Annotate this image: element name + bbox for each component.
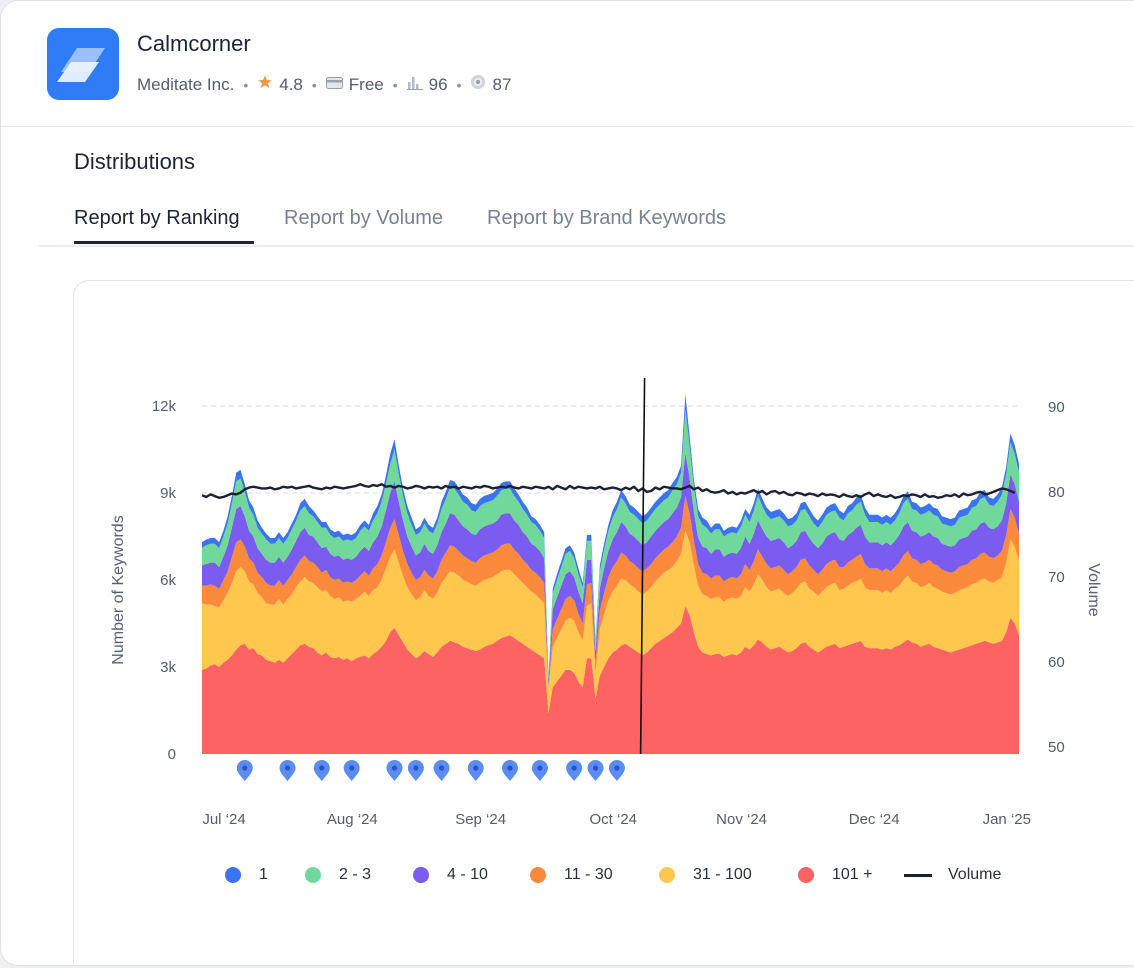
legend-item-2-3[interactable]: 2 - 3 [305, 866, 371, 884]
score-badge-icon [470, 74, 486, 95]
event-marker-dot [571, 765, 577, 771]
rating-value: 4.8 [279, 74, 303, 94]
separator: • [392, 76, 398, 93]
event-marker-pin[interactable] [279, 760, 296, 781]
legend-label: Volume [948, 866, 1002, 883]
app-meta: Meditate Inc. • 4.8 • Free • 96 • 87 [137, 74, 511, 95]
x-tick-label: Oct ‘24 [589, 811, 637, 828]
y-axis-title: Number of Keywords [110, 515, 127, 664]
legend-label: 2 - 3 [339, 866, 372, 883]
event-marker-pin[interactable] [433, 760, 450, 781]
app-title: Calmcorner [137, 31, 251, 56]
area-series-31-100[interactable] [202, 530, 1019, 714]
x-tick-label: Dec ‘24 [849, 811, 900, 828]
rank-score-value: 96 [428, 74, 448, 94]
report-tabs: Report by Ranking Report by Volume Repor… [39, 197, 1134, 247]
legend-label: 4 - 10 [447, 866, 488, 883]
event-marker-pin[interactable] [313, 760, 330, 781]
chart-legend: 1 2 - 3 4 - 10 11 - 30 31 - 100 101 + Vo… [0, 866, 1134, 892]
legend-item-11-30[interactable]: 11 - 30 [530, 866, 613, 884]
y2-tick-label: 70 [1048, 569, 1065, 586]
app-header: Calmcorner Meditate Inc. • 4.8 • Free • … [1, 1, 1134, 127]
y2-tick-label: 60 [1048, 654, 1065, 671]
legend-item-101-plus[interactable]: 101 + [798, 866, 872, 884]
x-tick-label: Jul ‘24 [202, 811, 245, 828]
legend-item-4-10[interactable]: 4 - 10 [413, 866, 488, 884]
event-marker-dot [242, 765, 248, 771]
legend-item-31-100[interactable]: 31 - 100 [659, 866, 752, 884]
legend-swatch [225, 867, 241, 883]
legend-item-1[interactable]: 1 [225, 866, 268, 884]
legend-swatch [530, 867, 546, 883]
event-marker-dot [413, 765, 419, 771]
area-series-101[interactable] [202, 606, 1019, 754]
event-marker-pin[interactable] [407, 760, 424, 781]
y-tick-label: 0 [168, 746, 176, 763]
legend-swatch [798, 867, 814, 883]
legend-swatch [413, 867, 429, 883]
tab-report-by-brand-keywords[interactable]: Report by Brand Keywords [487, 207, 727, 229]
y-tick-label: 3k [160, 659, 176, 676]
area-series-4-10[interactable] [202, 452, 1019, 686]
price-tag-icon [325, 75, 343, 95]
separator: • [456, 76, 462, 93]
x-tick-label: Sep ‘24 [455, 811, 506, 828]
area-series-11-30[interactable] [202, 495, 1019, 691]
x-tick-label: Aug ‘24 [327, 811, 378, 828]
event-marker-dot [614, 765, 620, 771]
tab-report-by-ranking[interactable]: Report by Ranking [74, 207, 240, 229]
event-marker-dot [284, 765, 291, 771]
y-tick-label: 12k [152, 398, 177, 415]
event-marker-dot [391, 765, 398, 771]
event-marker-pin[interactable] [386, 760, 403, 781]
event-marker-dot [592, 765, 599, 771]
event-marker-dot [537, 765, 543, 771]
y-tick-label: 6k [160, 572, 176, 589]
event-marker-dot [319, 765, 325, 771]
y2-tick-label: 50 [1048, 739, 1065, 756]
section-title: Distributions [74, 149, 196, 174]
area-series-2-3[interactable] [202, 408, 1019, 681]
separator: • [243, 76, 249, 93]
legend-label: 31 - 100 [693, 866, 752, 883]
event-marker-pin[interactable] [587, 760, 604, 781]
legend-item-volume[interactable]: Volume [904, 866, 1001, 884]
legend-label: 1 [259, 866, 268, 883]
quality-score-value: 87 [492, 74, 512, 94]
app-logo-icon [47, 28, 119, 100]
y2-tick-label: 80 [1048, 484, 1065, 501]
event-marker-dot [507, 765, 513, 771]
y2-axis-title: Volume [1085, 563, 1102, 616]
event-marker-dot [438, 765, 445, 771]
tab-report-by-volume[interactable]: Report by Volume [284, 207, 443, 229]
developer-name[interactable]: Meditate Inc. [137, 74, 235, 94]
legend-swatch [659, 867, 675, 883]
legend-label: 101 + [832, 866, 873, 883]
legend-swatch [305, 867, 321, 883]
legend-label: 11 - 30 [564, 866, 613, 883]
event-marker-pin[interactable] [531, 760, 548, 781]
event-marker-pin[interactable] [343, 760, 360, 781]
volume-line[interactable] [201, 483, 1016, 499]
y-tick-label: 9k [160, 485, 176, 502]
x-tick-label: Jan ‘25 [983, 811, 1031, 828]
x-tick-label: Nov ‘24 [716, 811, 767, 828]
price-value: Free [348, 74, 384, 94]
event-marker-pin[interactable] [608, 760, 625, 781]
bar-chart-icon [406, 74, 423, 95]
active-tab-indicator [74, 241, 254, 244]
event-marker-pin[interactable] [236, 760, 253, 781]
hover-cursor-line [639, 377, 646, 755]
event-marker-dot [473, 765, 479, 771]
event-marker-dot [349, 765, 355, 771]
event-marker-pin[interactable] [501, 760, 518, 781]
legend-line-swatch [904, 873, 932, 877]
event-marker-pin[interactable] [467, 760, 484, 781]
separator: • [311, 76, 317, 93]
y2-tick-label: 90 [1048, 399, 1065, 416]
event-marker-pin[interactable] [566, 760, 583, 781]
star-icon [257, 74, 273, 95]
